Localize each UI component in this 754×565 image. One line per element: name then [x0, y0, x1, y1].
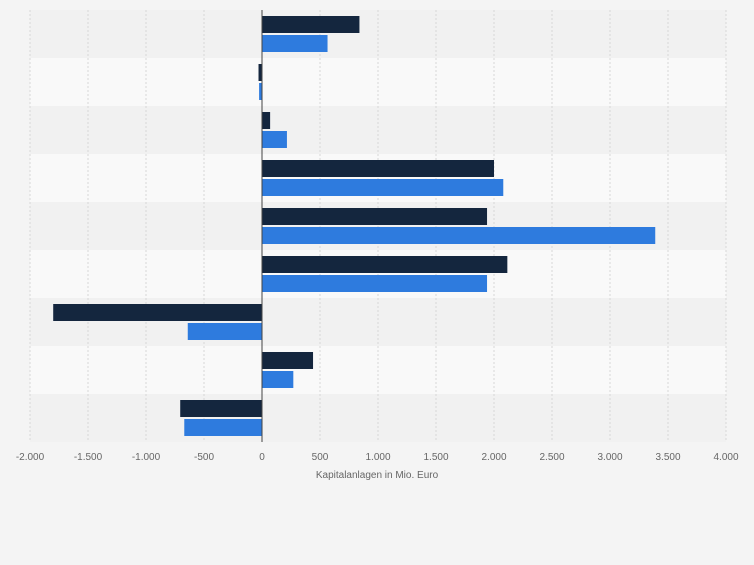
x-axis-label: Kapitalanlagen in Mio. Euro: [316, 470, 439, 481]
bar-series-blue: [262, 371, 294, 388]
bar-series-blue: [259, 83, 262, 100]
x-tick-label: 4.000: [713, 452, 738, 463]
bar-series-dark: [262, 112, 271, 129]
bar-series-blue: [187, 323, 262, 340]
bar-series-dark: [262, 208, 488, 225]
x-tick-label: 3.500: [655, 452, 680, 463]
x-tick-label: -500: [194, 452, 214, 463]
bar-series-blue: [262, 275, 488, 292]
bar-series-blue: [262, 179, 504, 196]
x-tick-label: 500: [312, 452, 329, 463]
bar-series-blue: [262, 131, 287, 148]
x-tick-label: 3.000: [597, 452, 622, 463]
x-tick-label: 0: [259, 452, 265, 463]
x-tick-label: 2.000: [481, 452, 506, 463]
bar-series-dark: [262, 256, 508, 273]
bar-series-blue: [184, 419, 262, 436]
bar-series-dark: [262, 160, 494, 177]
x-tick-label: -1.000: [132, 452, 161, 463]
bar-series-dark: [262, 16, 360, 33]
bar-series-dark: [258, 64, 262, 81]
bar-series-blue: [262, 35, 328, 52]
bar-series-dark: [53, 304, 263, 321]
x-tick-label: -1.500: [74, 452, 103, 463]
x-tick-labels: -2.000 -1.500 -1.000 -500 0 500 1.000 1.500 2.00…: [16, 452, 739, 463]
x-tick-label: 2.500: [539, 452, 564, 463]
x-tick-label: 1.000: [365, 452, 390, 463]
gridlines: [29, 10, 727, 442]
bar-series-dark: [262, 352, 314, 369]
bar-series-blue: [262, 227, 656, 244]
bar-series-dark: [180, 400, 262, 417]
x-tick-label: 1.500: [423, 452, 448, 463]
x-tick-label: -2.000: [16, 452, 45, 463]
bars: [53, 16, 656, 436]
